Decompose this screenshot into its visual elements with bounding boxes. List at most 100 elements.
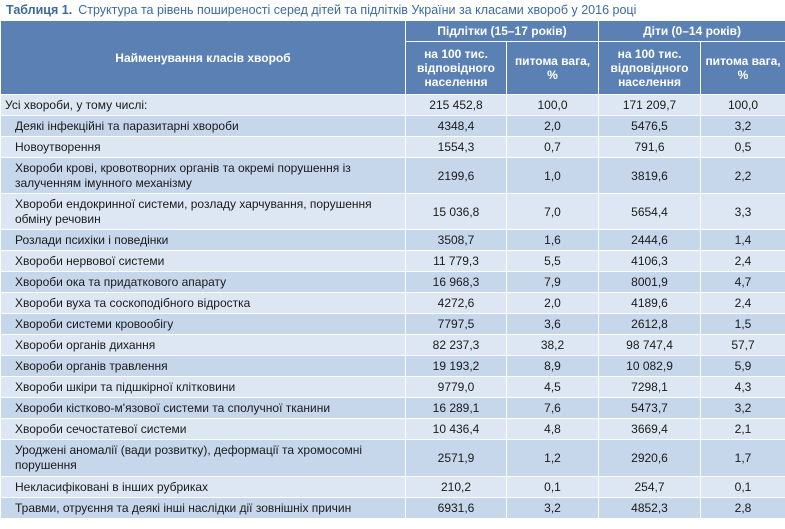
row-name-cell: Хвороби сечостатевої системи [0,418,406,440]
row-name-cell: Хвороби вуха та соскоподібного відростка [0,292,406,314]
table-row: Хвороби шкіри та підшкірної клітковини 97… [0,376,785,398]
children-rate-cell: 5476,5 [598,115,702,137]
adolescents-rate-cell: 15 036,8 [405,193,507,230]
table-row: Хвороби крові, кровотворних органів та о… [0,157,785,194]
header-group-children: Діти (0–14 років) [598,20,785,42]
row-name-cell: Хвороби органів травлення [0,355,406,377]
row-name-cell: Розлади психіки і поведінки [0,229,406,251]
children-share-cell: 2,2 [700,157,785,194]
adolescents-share-cell: 1,0 [505,157,600,194]
row-name-cell: Травми, отруєння та деякі інші наслідки … [0,497,406,519]
adolescents-share-cell: 4,8 [505,418,600,440]
children-share-cell: 3,2 [700,397,785,419]
children-share-cell: 1,5 [700,313,785,335]
row-name-cell: Уроджені аномалії (вади розвитку), дефор… [0,439,406,477]
table-row: Усі хвороби, у тому числі: 215 452,8 100,0… [0,94,785,116]
table-row: Травми, отруєння та деякі інші наслідки … [0,497,785,519]
children-rate-cell: 5473,7 [598,397,702,419]
table-row: Хвороби кістково-м'язової системи та спо… [0,397,785,419]
row-name-cell: Хвороби нервової системи [0,250,406,272]
children-rate-cell: 98 747,4 [598,334,702,356]
children-rate-cell: 2612,8 [598,313,702,335]
adolescents-rate-cell: 1554,3 [405,136,507,158]
table-header: Найменування класів хвороб Підлітки (15–… [0,20,785,95]
children-rate-cell: 791,6 [598,136,702,158]
children-rate-cell: 254,7 [598,476,702,498]
children-share-cell: 57,7 [700,334,785,356]
children-rate-cell: 4852,3 [598,497,702,519]
table-row: Хвороби ендокринної системи, розладу хар… [0,193,785,230]
adolescents-rate-cell: 7797,5 [405,313,507,335]
children-rate-cell: 2444,6 [598,229,702,251]
row-name-cell: Хвороби ендокринної системи, розладу хар… [0,193,406,230]
adolescents-share-cell: 100,0 [505,94,600,116]
adolescents-share-cell: 3,6 [505,313,600,335]
children-share-cell: 2,4 [700,250,785,272]
adolescents-share-cell: 0,1 [505,476,600,498]
adolescents-share-cell: 5,5 [505,250,600,272]
children-share-cell: 2,8 [700,497,785,519]
children-share-cell: 1,7 [700,439,785,477]
adolescents-rate-cell: 210,2 [405,476,507,498]
adolescents-rate-cell: 16 968,3 [405,271,507,293]
children-rate-cell: 2920,6 [598,439,702,477]
adolescents-rate-cell: 6931,6 [405,497,507,519]
row-name-cell: Хвороби крові, кровотворних органів та о… [0,157,406,194]
table-row: Некласифіковані в інших рубриках 210,2 0,1… [0,476,785,498]
row-name-cell: Хвороби ока та придаткового апарату [0,271,406,293]
children-share-cell: 0,1 [700,476,785,498]
adolescents-rate-cell: 9779,0 [405,376,507,398]
table-body: Усі хвороби, у тому числі: 215 452,8 100,0… [0,94,785,519]
row-name-cell: Хвороби шкіри та підшкірної клітковини [0,376,406,398]
children-rate-cell: 7298,1 [598,376,702,398]
row-name-cell: Усі хвороби, у тому числі: [0,94,406,116]
adolescents-rate-cell: 11 779,3 [405,250,507,272]
children-rate-cell: 3819,6 [598,157,702,194]
children-share-cell: 4,7 [700,271,785,293]
table-row: Хвороби системи кровообігу 7797,5 3,6 2612,… [0,313,785,335]
header-children-rate: на 100 тис. відповідного населення [598,41,702,95]
table-row: Хвороби вуха та соскоподібного відростка… [0,292,785,314]
header-name-col: Найменування класів хвороб [0,20,406,95]
children-share-cell: 3,2 [700,115,785,137]
row-name-cell: Хвороби кістково-м'язової системи та спо… [0,397,406,419]
table-row: Хвороби нервової системи 11 779,3 5,5 4106,… [0,250,785,272]
children-rate-cell: 4106,3 [598,250,702,272]
children-rate-cell: 5654,4 [598,193,702,230]
adolescents-share-cell: 2,0 [505,292,600,314]
row-name-cell: Некласифіковані в інших рубриках [0,476,406,498]
children-rate-cell: 8001,9 [598,271,702,293]
header-adolescents-share: питома вага, % [505,41,600,95]
row-name-cell: Хвороби органів дихання [0,334,406,356]
children-rate-cell: 10 082,9 [598,355,702,377]
disease-table: Найменування класів хвороб Підлітки (15–… [0,20,785,519]
children-share-cell: 4,3 [700,376,785,398]
table-row: Хвороби сечостатевої системи 10 436,4 4,8 3… [0,418,785,440]
children-share-cell: 100,0 [700,94,785,116]
table-row: Новоутворення 1554,3 0,7 791,6 0,5 [0,136,785,158]
table-caption: Таблиця 1. Структура та рівень поширеност… [0,0,785,20]
adolescents-rate-cell: 16 289,1 [405,397,507,419]
adolescents-share-cell: 0,7 [505,136,600,158]
adolescents-share-cell: 2,0 [505,115,600,137]
children-rate-cell: 4189,6 [598,292,702,314]
adolescents-share-cell: 1,2 [505,439,600,477]
table-row: Деякі інфекційні та паразитарні хвороби 4… [0,115,785,137]
header-adolescents-rate: на 100 тис. відповідного населення [405,41,507,95]
children-share-cell: 0,5 [700,136,785,158]
adolescents-rate-cell: 19 193,2 [405,355,507,377]
adolescents-share-cell: 7,6 [505,397,600,419]
row-name-cell: Хвороби системи кровообігу [0,313,406,335]
adolescents-rate-cell: 2199,6 [405,157,507,194]
children-share-cell: 1,4 [700,229,785,251]
adolescents-rate-cell: 82 237,3 [405,334,507,356]
adolescents-share-cell: 1,6 [505,229,600,251]
children-share-cell: 5,9 [700,355,785,377]
adolescents-share-cell: 7,9 [505,271,600,293]
adolescents-rate-cell: 3508,7 [405,229,507,251]
adolescents-rate-cell: 4272,6 [405,292,507,314]
table-row: Розлади психіки і поведінки 3508,7 1,6 2444… [0,229,785,251]
children-share-cell: 2,4 [700,292,785,314]
adolescents-share-cell: 38,2 [505,334,600,356]
adolescents-share-cell: 7,0 [505,193,600,230]
